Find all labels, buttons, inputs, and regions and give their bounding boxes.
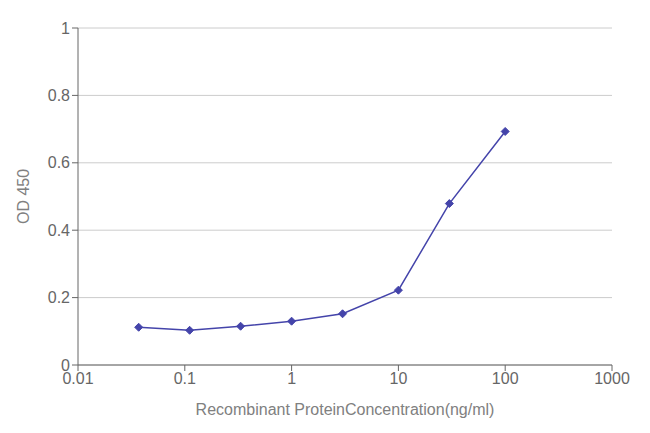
svg-text:1: 1: [61, 20, 70, 37]
svg-text:10: 10: [390, 370, 408, 387]
svg-text:0.1: 0.1: [174, 370, 196, 387]
svg-text:OD 450: OD 450: [15, 169, 32, 224]
svg-text:1000: 1000: [594, 370, 630, 387]
svg-text:100: 100: [492, 370, 519, 387]
svg-text:0.4: 0.4: [48, 222, 70, 239]
svg-text:Recombinant ProteinConcentrati: Recombinant ProteinConcentration(ng/ml): [196, 401, 495, 418]
svg-text:0: 0: [61, 357, 70, 374]
svg-text:0.2: 0.2: [48, 289, 70, 306]
svg-text:0.8: 0.8: [48, 87, 70, 104]
svg-text:1: 1: [287, 370, 296, 387]
svg-text:0.01: 0.01: [62, 370, 94, 388]
svg-text:0.6: 0.6: [48, 154, 70, 171]
